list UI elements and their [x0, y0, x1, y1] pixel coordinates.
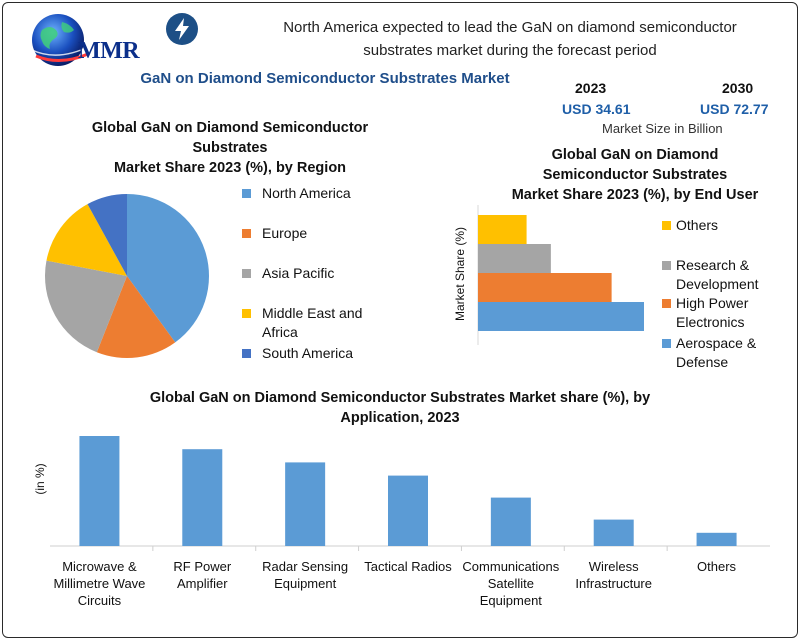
market-size-2030: USD 72.77 [700, 101, 769, 117]
enduser-bar-aerospace-and-defense [478, 302, 644, 331]
legend-swatch-others [662, 221, 671, 230]
application-bar-tactical-radios [388, 475, 428, 546]
legend-label-middle-east-and-africa: Middle East and Africa [262, 305, 363, 340]
legend-swatch-research-and-development [662, 261, 671, 270]
legend-swatch-north-america [242, 189, 251, 198]
headline-line-2: substrates market during the forecast pe… [363, 42, 657, 59]
legend-label-asia-pacific: Asia Pacific [262, 265, 335, 281]
application-chart-title-line-2: Application, 2023 [340, 410, 460, 426]
legend-swatch-asia-pacific [242, 269, 251, 278]
enduser-chart-title: Global GaN on Diamond Semiconductor Subs… [500, 145, 770, 205]
year-2030: 2030 [722, 80, 754, 96]
headline: North America expected to lead the GaN o… [230, 16, 790, 62]
pie-slice-europe [96, 276, 176, 358]
application-bar-chart [50, 436, 770, 551]
legend-swatch-south-america [242, 349, 251, 358]
application-chart-title: Global GaN on Diamond Semiconductor Subs… [130, 388, 670, 428]
application-tick-label-tactical-radios: Tactical Radios [364, 559, 452, 574]
application-category-labels: Microwave & Millimetre Wave Circuits RF Pow… [50, 558, 770, 618]
market-size-2023: USD 34.61 [562, 101, 631, 117]
enduser-bar-research-and-development [478, 244, 551, 273]
application-chart-title-line-1: Global GaN on Diamond Semiconductor Subs… [149, 390, 651, 406]
legend-swatch-high-power-electronics [662, 299, 671, 308]
application-tick-label-wireless-infrastructure: Wireless Infrastructure [575, 559, 652, 591]
legend-label-research-and-development: Research & Development [676, 257, 759, 292]
application-tick-label-radar-sensing-equipment: Radar Sensing Equipment [262, 559, 349, 591]
application-tick-label-microwave-and-millimetre-wave-circuits: Microwave & Millimetre Wave Circuits [53, 559, 146, 608]
enduser-legend: Others Research & Development High Power Ele… [660, 216, 795, 376]
enduser-bar-chart [477, 205, 644, 345]
application-bar-others [696, 532, 737, 546]
headline-line-1: North America expected to lead the GaN o… [283, 19, 737, 36]
pie-slice-asia-pacific [45, 260, 127, 353]
legend-swatch-europe [242, 229, 251, 238]
legend-label-high-power-electronics: High Power Electronics [676, 295, 749, 330]
region-pie-chart [45, 194, 209, 358]
enduser-bar-high-power-electronics [478, 273, 612, 302]
application-bar-microwave-and-millimetre-wave-circuits [79, 436, 120, 546]
legend-label-europe: Europe [262, 225, 308, 241]
mmr-logo: MMR [26, 10, 146, 72]
legend-swatch-aerospace-and-defense [662, 339, 671, 348]
page-title: GaN on Diamond Semiconductor Substrates … [140, 70, 510, 87]
lightning-bolt-icon [166, 13, 198, 45]
application-tick-label-rf-power-amplifier: RF Power Amplifier [173, 559, 232, 591]
application-bar-wireless-infrastructure [593, 519, 634, 546]
legend-label-others: Others [676, 217, 719, 233]
legend-label-south-america: South America [262, 345, 354, 361]
region-chart-title-line-3: Market Share 2023 (%), by Region [113, 160, 347, 176]
pie-slice-middle-east-and-africa [46, 204, 127, 276]
application-y-axis-label: (in %) [33, 463, 47, 495]
application-tick-label-communications-satellite-equipment: Communications Satellite Equipment [462, 559, 560, 608]
application-bar-communications-satellite-equipment [490, 497, 531, 546]
region-chart-title-line-1: Global GaN on Diamond Semiconductor [91, 120, 369, 136]
enduser-y-axis-label: Market Share (%) [453, 226, 467, 322]
enduser-chart-title-line-1: Global GaN on Diamond [551, 147, 719, 163]
pie-slice-south-america [87, 194, 127, 276]
application-tick-label-others: Others [697, 559, 737, 574]
enduser-chart-title-line-2: Semiconductor Substrates [542, 167, 728, 183]
pie-slice-north-america [127, 194, 209, 343]
legend-label-aerospace-and-defense: Aerospace & Defense [676, 335, 757, 370]
application-bar-rf-power-amplifier [182, 449, 223, 546]
globe-icon [31, 14, 91, 66]
legend-label-north-america: North America [262, 185, 351, 201]
region-chart-title: Global GaN on Diamond Semiconductor Subs… [60, 118, 400, 178]
market-size-caption: Market Size in Billion [602, 121, 723, 136]
logo-text: MMR [78, 38, 140, 64]
enduser-bar-others [478, 215, 527, 244]
year-2023: 2023 [575, 80, 607, 96]
enduser-chart-title-line-3: Market Share 2023 (%), by End User [511, 187, 759, 203]
legend-swatch-middle-east-and-africa [242, 309, 251, 318]
region-legend: North America Europe Asia Pacific Middle Ea… [240, 184, 400, 374]
application-bar-radar-sensing-equipment [285, 462, 326, 546]
region-chart-title-line-2: Substrates [192, 140, 268, 156]
